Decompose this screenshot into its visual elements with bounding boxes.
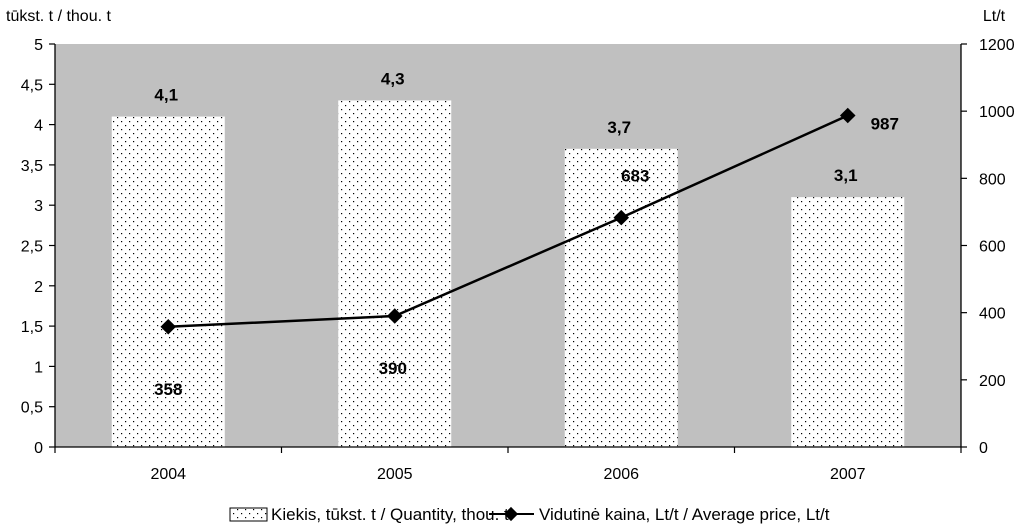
right-tick-label: 1000 [979,104,1015,121]
line-data-label: 987 [871,115,899,134]
line-point [160,318,177,335]
bar-data-label: 4,1 [154,86,178,105]
bar-series [111,100,905,448]
line-data-label: 683 [621,167,649,186]
x-tick-label: 2004 [150,466,186,483]
right-tick-label: 400 [979,306,1006,323]
left-tick-label: 1 [34,359,43,376]
x-axis-ticks: 2004 2005 2006 2007 [54,447,962,483]
x-tick-label: 2005 [377,466,413,483]
line-data-label: 358 [154,380,182,399]
left-axis-title: tūkst. t / thou. t [6,8,111,25]
line-data-label: 390 [379,359,407,378]
left-tick-label: 4 [34,118,43,135]
legend: Kiekis, tūkst. t / Quantity, thou. t Vid… [229,505,830,524]
price-line [168,114,849,329]
right-tick-label: 800 [979,171,1006,188]
legend-line-label: Vidutinė kaina, Lt/t / Average price, Lt… [539,505,830,524]
left-tick-label: 2,5 [21,239,43,256]
right-tick-label: 1200 [979,37,1015,54]
x-tick-label: 2007 [830,466,866,483]
bar [338,100,452,448]
bar [564,148,678,447]
line-point [613,209,630,226]
bar-data-label: 3,1 [834,166,858,185]
left-axis-ticks: 0 0,5 1 1,5 2 2,5 3 3,5 4 4,5 5 [21,37,55,457]
right-axis-title: Lt/t [983,8,1006,25]
right-tick-label: 600 [979,239,1006,256]
left-tick-label: 0,5 [21,400,43,417]
bar-data-label: 4,3 [381,69,405,88]
left-tick-label: 2 [34,279,43,296]
left-tick-label: 3,5 [21,158,43,175]
right-tick-label: 0 [979,440,988,457]
left-tick-label: 3 [34,198,43,215]
right-axis-ticks: 0 200 400 600 800 1000 1200 [961,37,1015,457]
left-tick-label: 4,5 [21,77,43,94]
line-data-labels: 358 390 683 987 [154,115,899,399]
left-tick-label: 0 [34,440,43,457]
legend-line-marker [503,506,519,522]
legend-bar-swatch [229,507,268,522]
bar [111,116,225,447]
legend-bar-label: Kiekis, tūkst. t / Quantity, thou. t [271,505,509,524]
bar-data-labels: 4,1 4,3 3,7 3,1 [154,69,857,185]
right-tick-label: 200 [979,373,1006,390]
left-tick-label: 1,5 [21,319,43,336]
bar-data-label: 3,7 [607,118,631,137]
bar [791,197,905,447]
x-tick-label: 2006 [603,466,639,483]
left-tick-label: 5 [34,37,43,54]
